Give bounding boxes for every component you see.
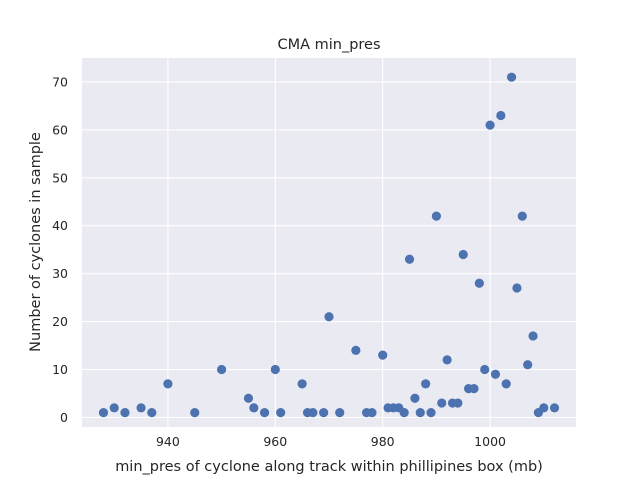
data-point	[249, 403, 259, 413]
data-point	[480, 364, 490, 375]
data-point	[512, 283, 522, 293]
data-point	[485, 120, 495, 130]
data-point	[490, 369, 501, 379]
data-point	[351, 345, 361, 355]
y-tick-label: 20	[52, 314, 68, 329]
data-point	[217, 364, 227, 375]
x-tick-label: 960	[263, 434, 287, 449]
data-point	[147, 408, 157, 418]
gridlines	[82, 58, 576, 427]
y-tick-label: 0	[60, 410, 68, 425]
x-tick-label: 980	[371, 434, 395, 449]
data-point	[506, 72, 517, 82]
chart-title: CMA min_pres	[277, 37, 380, 53]
data-point	[404, 254, 415, 264]
data-point	[528, 331, 538, 341]
data-point	[442, 355, 452, 365]
data-point	[523, 360, 533, 370]
data-point	[136, 403, 146, 413]
data-point	[367, 408, 377, 418]
x-axis-label: min_pres of cyclone along track within p…	[115, 459, 543, 475]
y-axis-label: Number of cyclones in sample	[28, 132, 44, 352]
data-point	[324, 312, 334, 322]
data-point	[276, 408, 286, 418]
data-point	[109, 403, 119, 413]
data-point	[517, 211, 527, 221]
data-points	[98, 72, 560, 418]
data-point	[120, 408, 130, 418]
y-tick-label: 40	[52, 218, 68, 233]
data-point	[378, 350, 388, 360]
data-point	[453, 398, 463, 408]
data-point	[190, 408, 200, 418]
data-point	[474, 278, 484, 288]
data-point	[297, 379, 307, 389]
x-tick-label: 940	[156, 434, 180, 449]
y-tick-label: 70	[52, 74, 68, 89]
data-point	[415, 408, 425, 418]
data-point	[501, 379, 511, 389]
y-tick-label: 50	[52, 170, 68, 185]
y-tick-label: 10	[52, 362, 68, 377]
data-point	[431, 211, 441, 221]
data-point	[98, 408, 109, 418]
data-point	[496, 110, 506, 121]
data-point	[335, 408, 345, 418]
data-point	[410, 393, 420, 403]
data-point	[163, 379, 173, 389]
data-point	[243, 393, 254, 403]
data-point	[437, 398, 447, 408]
data-point	[319, 408, 329, 418]
x-tick-labels: 940 960 980 1000	[156, 434, 506, 449]
data-point	[426, 408, 436, 418]
x-tick-label: 1000	[474, 434, 506, 449]
data-point	[549, 403, 560, 413]
data-point	[421, 379, 431, 389]
data-point	[458, 249, 468, 260]
y-tick-label: 30	[52, 266, 68, 281]
data-point	[270, 364, 280, 375]
data-point	[469, 384, 479, 394]
y-tick-label: 60	[52, 122, 68, 137]
plot-area	[82, 58, 576, 427]
data-point	[308, 408, 318, 418]
y-tick-labels: 0 10 20 30 40 50 60 70	[52, 74, 68, 424]
data-point	[539, 403, 549, 413]
data-point	[259, 408, 270, 418]
data-point	[399, 408, 409, 418]
